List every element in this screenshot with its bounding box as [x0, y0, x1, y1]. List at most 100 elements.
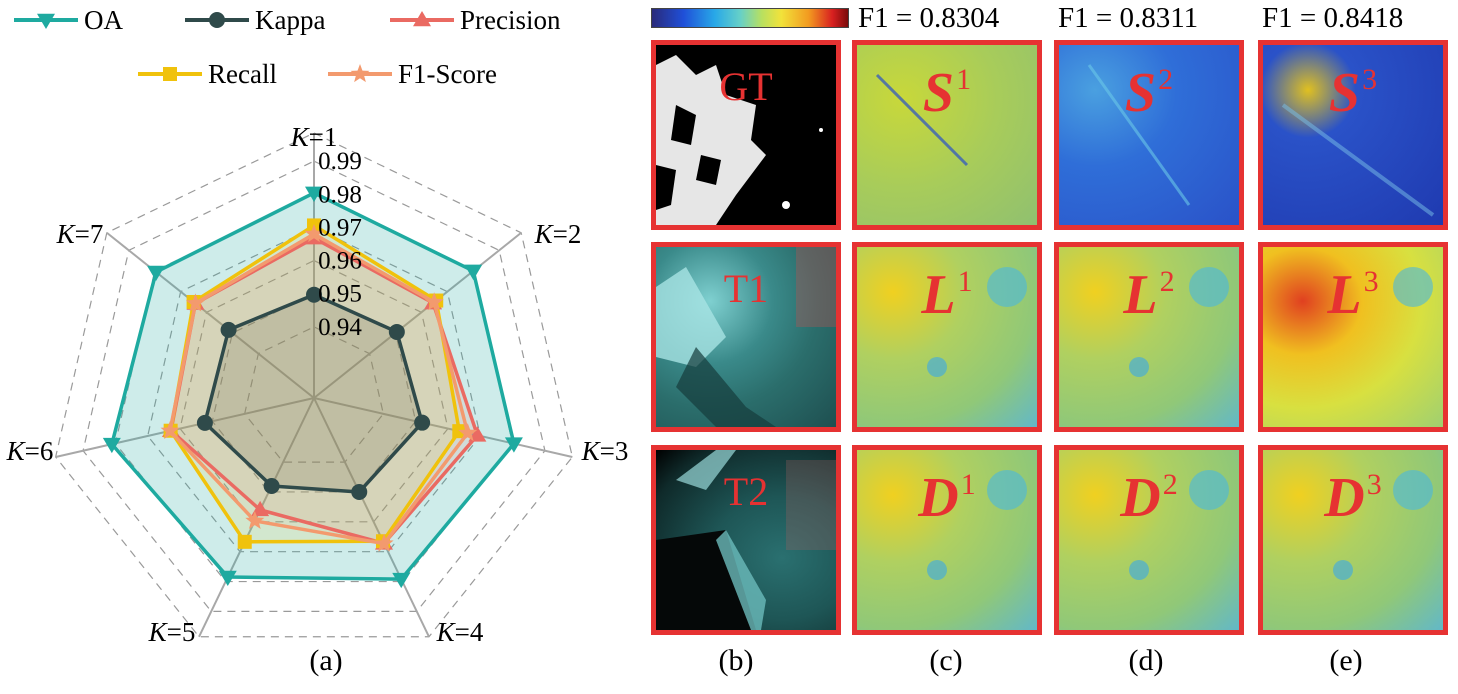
radial-tick-5: 0.94	[318, 314, 362, 341]
data-point-f1-score-5	[160, 420, 180, 439]
data-point-oa-6	[147, 265, 166, 282]
legend-label-precision: Precision	[460, 5, 561, 35]
grid-ring-outer	[54, 132, 574, 638]
symbol-s1: S1	[922, 62, 972, 124]
data-point-oa-0	[305, 186, 323, 202]
radar-chart: OA Kappa Precision Recall F1-Score 0.99 0.98 0…	[6, 5, 629, 647]
category-label-6: K=6	[6, 436, 54, 466]
legend-item-kappa: Kappa	[185, 5, 325, 35]
grid-ring-5	[243, 326, 385, 463]
f1-label-e: F1 = 0.8418	[1262, 2, 1404, 34]
legend-marker-kappa	[209, 12, 225, 28]
grid-ring-1	[114, 193, 514, 583]
panel-s2: S2	[1054, 40, 1244, 230]
category-label-5: K=5	[148, 617, 196, 647]
category-label-4: K=4	[436, 617, 484, 647]
data-point-f1-score-2	[458, 423, 478, 442]
panel-d1: D1	[852, 445, 1042, 635]
data-point-f1-score-0	[304, 224, 324, 243]
data-point-kappa-4	[263, 477, 280, 494]
l1-texture	[927, 267, 1027, 377]
data-point-f1-score-6	[185, 293, 205, 312]
radar-series-lines	[102, 186, 523, 589]
legend-item-oa: OA	[14, 5, 123, 35]
f1-label-c: F1 = 0.8304	[858, 2, 1000, 34]
d3-texture	[1333, 470, 1433, 580]
panel-s1: S1	[852, 40, 1042, 230]
d2-texture	[1129, 470, 1229, 580]
legend-marker-recall	[163, 67, 177, 81]
label-t1: T1	[723, 266, 769, 311]
d1-texture	[927, 470, 1027, 580]
panel-t2: T2	[651, 445, 841, 635]
radar-legend: OA Kappa Precision Recall F1-Score	[14, 5, 561, 89]
grid-spoke-6	[106, 231, 315, 399]
gt-mask	[656, 55, 823, 225]
colorbar	[651, 8, 849, 28]
s3-texture	[1281, 103, 1435, 217]
grid-spoke-3	[313, 397, 430, 638]
panel-gt: GT	[651, 40, 841, 230]
data-point-oa-2	[504, 437, 523, 453]
category-label-1: K=1	[290, 122, 338, 152]
data-point-f1-score-3	[374, 533, 394, 552]
symbol-l2: L2	[1123, 264, 1175, 326]
category-label-2: K=2	[534, 219, 582, 249]
symbol-l3: L3	[1327, 264, 1379, 326]
legend-item-precision: Precision	[390, 5, 561, 35]
category-label-3: K=3	[581, 436, 629, 466]
data-point-oa-5	[102, 437, 121, 454]
symbol-d3: D3	[1324, 467, 1382, 529]
t2-texture	[656, 450, 836, 630]
f1-label-d: F1 = 0.8311	[1058, 2, 1199, 34]
data-point-precision-4	[251, 500, 270, 517]
radar-grid	[54, 132, 574, 638]
radial-tick-2: 0.97	[318, 214, 362, 241]
legend-marker-precision	[413, 11, 431, 27]
l2-texture	[1129, 267, 1229, 377]
caption-d: (d)	[1128, 644, 1164, 677]
data-point-kappa-6	[220, 321, 237, 338]
data-point-f1-score-1	[424, 292, 444, 311]
series-line-kappa	[203, 292, 424, 494]
radar-series-fills	[111, 192, 514, 580]
legend-item-recall: Recall	[138, 59, 277, 89]
panel-s3: S3	[1258, 40, 1448, 230]
data-point-kappa-1	[388, 323, 405, 340]
l3-texture	[1393, 267, 1433, 307]
label-gt: GT	[719, 64, 773, 109]
grid-spoke-1	[313, 231, 522, 399]
legend-marker-oa	[37, 13, 55, 29]
legend-marker-f1-score	[350, 64, 370, 83]
series-fill-f1-score	[170, 234, 468, 544]
data-point-oa-3	[392, 572, 411, 589]
caption-b: (b)	[718, 644, 754, 677]
radial-tick-0: 0.99	[318, 148, 362, 175]
grid-ring-0	[82, 160, 546, 613]
legend-label-f1-score: F1-Score	[398, 59, 497, 89]
panel-l2: L2	[1054, 242, 1244, 432]
legend-label-kappa: Kappa	[255, 5, 325, 35]
panel-l3: L3	[1258, 242, 1448, 432]
series-line-oa	[110, 191, 516, 581]
data-point-f1-score-4	[245, 510, 265, 530]
series-fill-precision	[170, 238, 478, 544]
panel-l1: L1	[852, 242, 1042, 432]
radial-tick-1: 0.98	[318, 181, 362, 208]
category-label-7: K=7	[56, 219, 104, 249]
radial-tick-3: 0.96	[318, 248, 362, 275]
label-t2: T2	[723, 469, 769, 514]
radar-tick-labels: 0.99 0.98 0.97 0.96 0.95 0.94	[318, 148, 362, 341]
data-point-recall-2	[452, 424, 467, 439]
s2-texture	[1087, 64, 1191, 206]
panel-t1: T1	[651, 242, 841, 432]
symbol-d2: D2	[1120, 467, 1178, 529]
grid-ring-4	[211, 293, 417, 493]
caption-c: (c)	[929, 644, 963, 677]
caption-e: (e)	[1329, 644, 1363, 677]
grid-spoke-2	[313, 397, 573, 458]
panel-d2: D2	[1054, 445, 1244, 635]
panel-d3: D3	[1258, 445, 1448, 635]
radar-category-labels: K=1 K=2 K=3 K=4 K=5 K=6 K=7	[6, 122, 629, 647]
